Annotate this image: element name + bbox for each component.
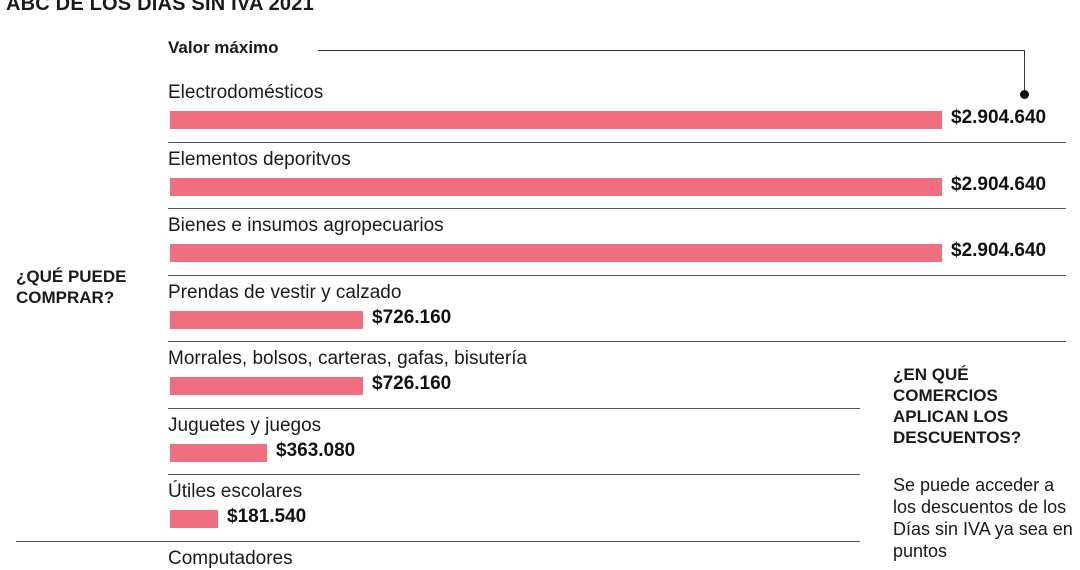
- side-question: ¿QUÉ PUEDE COMPRAR?: [16, 267, 127, 307]
- bar-category-label: Elementos deporitvos: [168, 148, 351, 170]
- bar-value-label: $726.160: [372, 306, 452, 328]
- bar-category-label: Prendas de vestir y calzado: [168, 281, 402, 303]
- bar-category-label: Bienes e insumos agropecuarios: [168, 215, 444, 236]
- bar-value-label: $726.160: [372, 373, 452, 394]
- bar-category-label: Juguetes y juegos: [168, 414, 322, 436]
- row-divider: [168, 274, 1066, 276]
- row-divider: [168, 474, 860, 475]
- row-divider: [168, 141, 1066, 143]
- legend-label: Valor máximo: [168, 38, 279, 57]
- bar: [170, 177, 942, 196]
- legend-marker-dot: [1020, 90, 1029, 99]
- bar-category-label: Morrales, bolsos, carteras, gafas, bisut…: [168, 348, 528, 369]
- page-title: ABC DE LOS DÍAS SIN IVA 2021: [6, 0, 314, 15]
- legend-leader-line: [318, 50, 1024, 51]
- legend-leader-drop: [1024, 50, 1025, 94]
- bar-value-label: $2.904.640: [951, 173, 1047, 195]
- bar: [170, 377, 363, 395]
- bar: [170, 443, 267, 462]
- bar-value-label: $2.904.640: [951, 107, 1047, 128]
- bar-category-label: Computadores: [168, 547, 293, 569]
- bar: [170, 111, 942, 129]
- comercios-answer: Se puede acceder a los descuentos de los…: [893, 475, 1073, 561]
- bar-value-label: $363.080: [276, 439, 356, 461]
- row-divider: [168, 407, 860, 409]
- bar-category-label: Útiles escolares: [168, 481, 303, 502]
- bar-value-label: $181.540: [227, 506, 307, 527]
- comercios-question: ¿EN QUÉ COMERCIOS APLICAN LOS DESCUENTOS…: [893, 365, 1022, 447]
- bar-category-label: Electrodomésticos: [168, 82, 324, 103]
- bar: [170, 244, 942, 262]
- bar: [170, 310, 363, 329]
- row-divider: [16, 540, 860, 542]
- bar-value-label: $2.904.640: [951, 240, 1047, 261]
- row-divider: [168, 208, 1066, 209]
- bar: [170, 510, 218, 528]
- row-divider: [168, 341, 1066, 342]
